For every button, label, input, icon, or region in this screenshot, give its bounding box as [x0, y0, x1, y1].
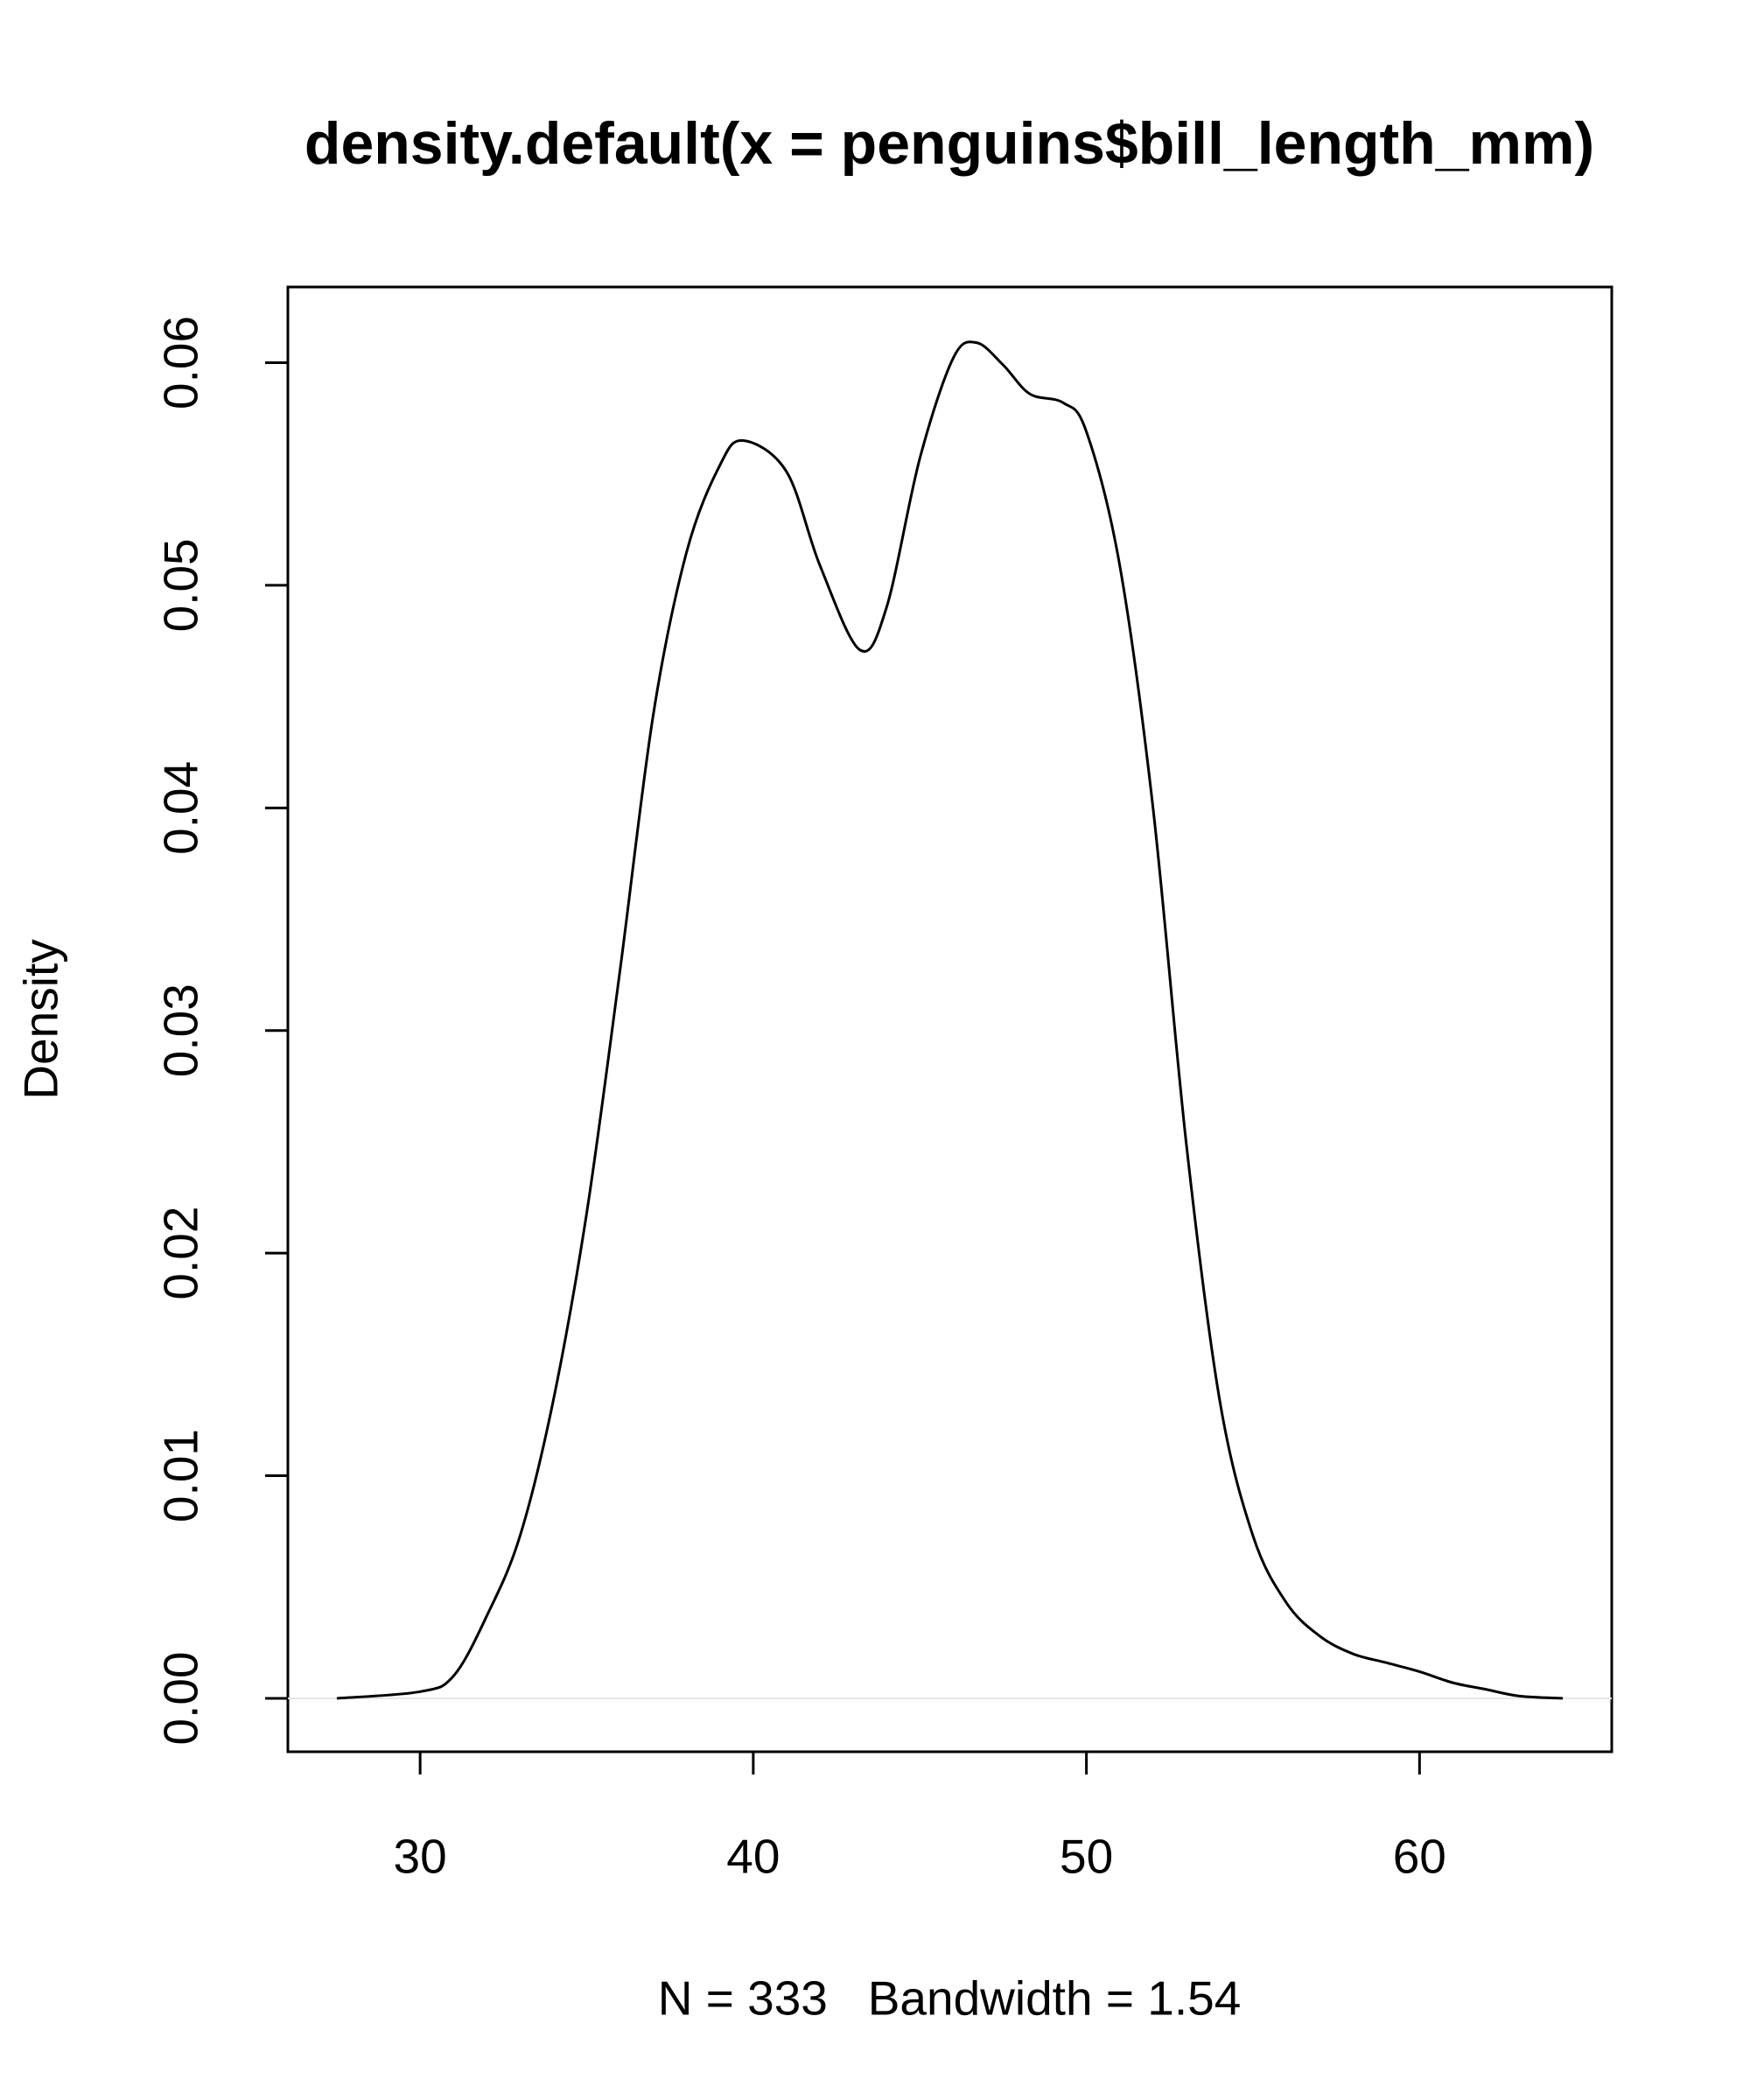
- density-curve: [336, 340, 1564, 1700]
- y-axis-label: Density: [14, 939, 68, 1100]
- y-tick-label: 0.01: [154, 1429, 208, 1522]
- y-tick-label: 0.02: [154, 1207, 208, 1300]
- x-tick-label: 30: [394, 1830, 447, 1884]
- y-tick-label: 0.00: [154, 1651, 208, 1745]
- y-tick-label: 0.03: [154, 984, 208, 1077]
- x-axis-label: N = 333 Bandwidth = 1.54: [658, 1971, 1242, 2026]
- y-tick-label: 0.04: [154, 761, 208, 855]
- x-tick-label: 50: [1060, 1830, 1113, 1884]
- y-tick-label: 0.05: [154, 538, 208, 632]
- x-tick-label: 40: [726, 1830, 780, 1884]
- chart-title: density.default(x = penguins$bill_length…: [304, 110, 1594, 177]
- plot-frame: [286, 285, 1614, 1754]
- y-tick-label: 0.06: [154, 316, 208, 410]
- x-tick-label: 60: [1393, 1830, 1446, 1884]
